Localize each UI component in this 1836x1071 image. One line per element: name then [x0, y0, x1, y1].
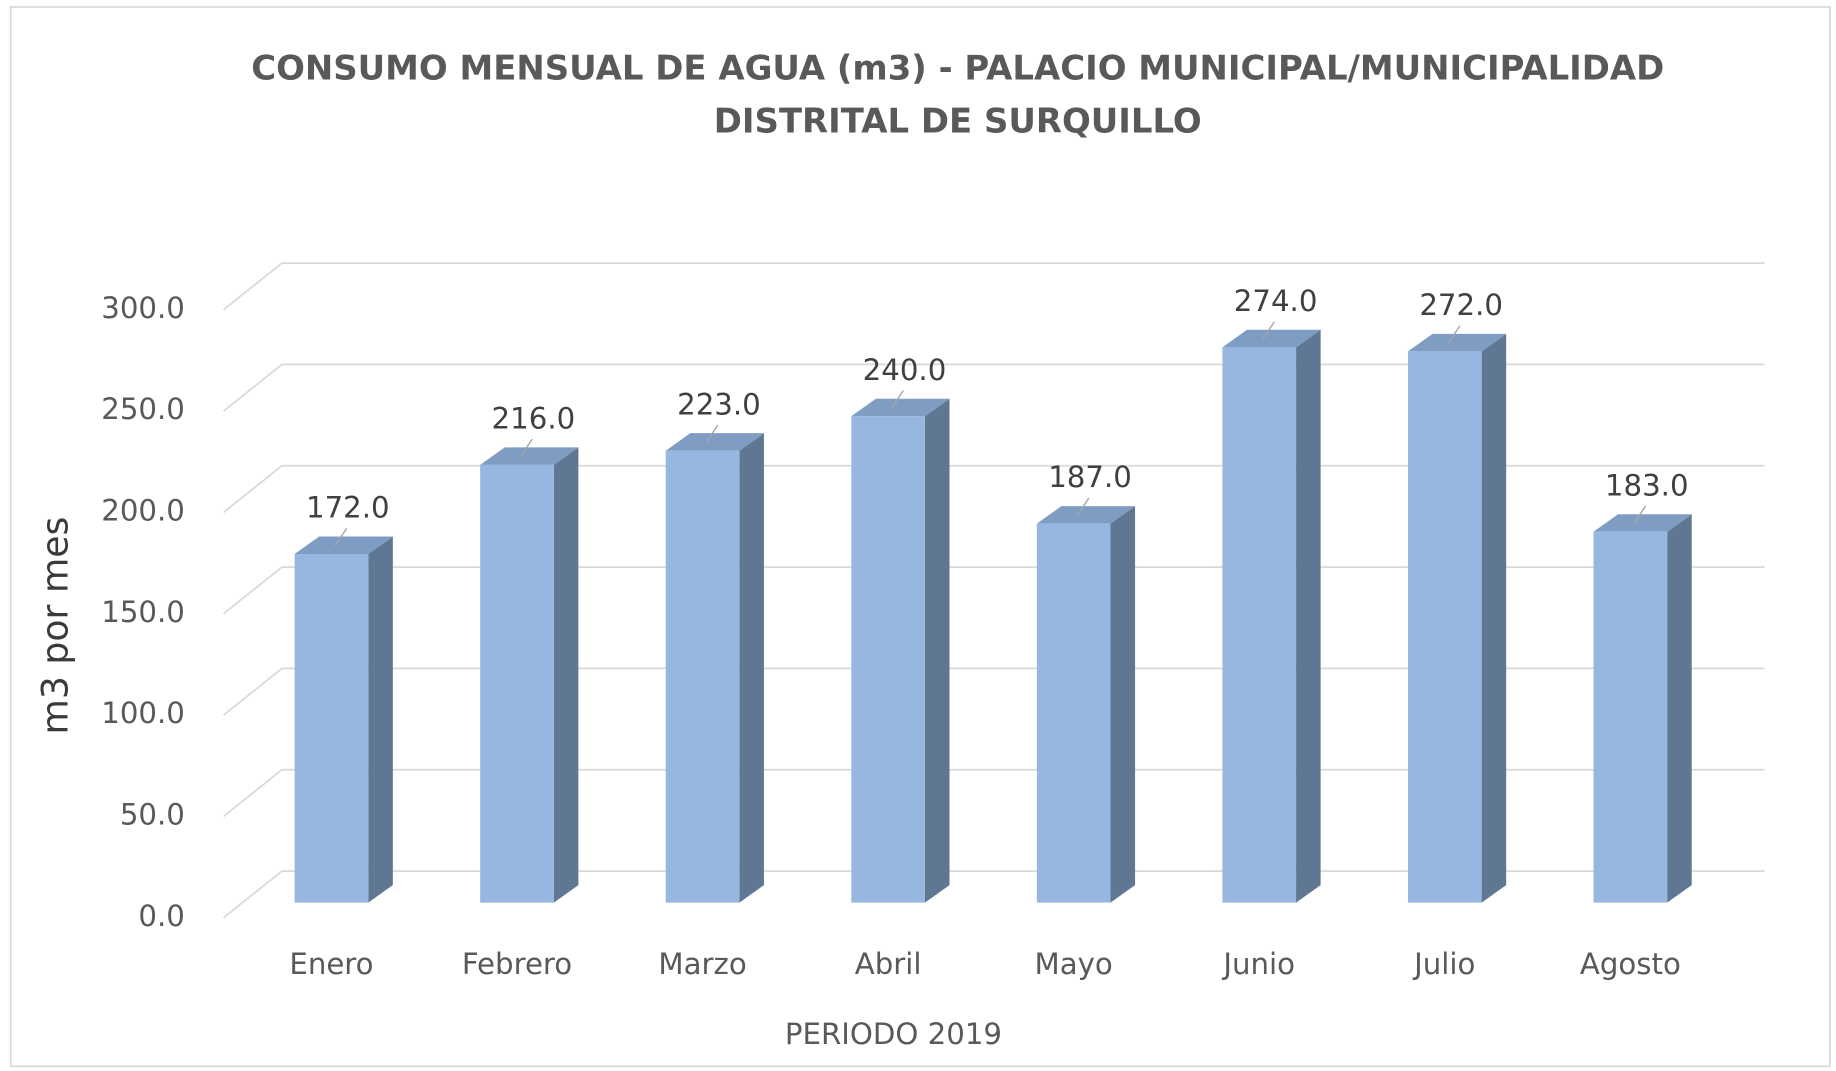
bar-top — [1593, 514, 1692, 532]
bar-side — [1667, 514, 1692, 903]
bar — [1593, 514, 1692, 903]
leader-line — [891, 390, 904, 409]
bar-top — [851, 398, 950, 417]
x-axis-label: PERIODO 2019 — [785, 1017, 1002, 1051]
bar — [851, 398, 950, 903]
bar-front — [480, 464, 554, 903]
grid-line — [222, 262, 1765, 311]
bar-top — [1222, 329, 1321, 348]
bar-side — [1296, 329, 1321, 903]
x-tick-label: Abril — [855, 947, 922, 981]
bar — [294, 536, 393, 903]
leader-line — [1447, 325, 1461, 344]
x-tick-label: Agosto — [1580, 947, 1681, 981]
value-label: 240.0 — [863, 353, 947, 387]
value-label: 187.0 — [1048, 460, 1132, 494]
leader-line — [1633, 505, 1647, 524]
bar-top — [665, 433, 764, 451]
y-tick-label: 300.0 — [101, 291, 185, 325]
bar — [480, 447, 579, 903]
leader-line — [1262, 321, 1276, 340]
y-tick-label: 150.0 — [101, 595, 185, 629]
chart-title: CONSUMO MENSUAL DE AGUA (m3) - PALACIO M… — [251, 49, 1664, 88]
bar-top — [1407, 333, 1507, 352]
bar-side — [1481, 333, 1507, 903]
y-axis-label: m3 por mes — [33, 517, 76, 735]
bar-side — [924, 398, 950, 903]
y-tick-label: 50.0 — [120, 798, 185, 832]
x-tick-label: Mayo — [1035, 947, 1113, 981]
bar — [1036, 506, 1136, 903]
y-tick-label: 100.0 — [101, 696, 185, 730]
value-label: 274.0 — [1234, 284, 1318, 318]
x-tick-label: Junio — [1221, 947, 1295, 981]
value-label: 216.0 — [492, 401, 576, 435]
x-tick-label: Enero — [289, 947, 373, 981]
leader-line — [334, 527, 348, 547]
bar-top — [1036, 506, 1136, 524]
bar-front — [294, 554, 369, 903]
y-tick-label: 0.0 — [138, 899, 184, 933]
leader-line — [705, 424, 719, 443]
bar-front — [851, 416, 925, 903]
value-label: 183.0 — [1605, 468, 1689, 502]
bar-top — [294, 536, 393, 555]
y-tick-label: 250.0 — [101, 392, 185, 426]
bar-front — [1407, 351, 1482, 903]
bar-front — [1593, 531, 1668, 903]
bar — [665, 433, 764, 903]
x-tick-label: Julio — [1412, 947, 1475, 981]
leader-line — [519, 438, 533, 458]
bar-side — [368, 536, 393, 903]
leader-line — [1076, 497, 1090, 516]
value-label: 272.0 — [1419, 288, 1503, 322]
bar — [1222, 329, 1321, 903]
bar-side — [739, 433, 764, 903]
bar-front — [1036, 523, 1111, 903]
y-tick-label: 200.0 — [101, 494, 185, 528]
bar-front — [1222, 347, 1297, 903]
bar-side — [553, 447, 579, 903]
value-label: 223.0 — [677, 387, 761, 421]
x-tick-label: Febrero — [462, 947, 572, 981]
x-tick-label: Marzo — [658, 947, 746, 981]
bar-top — [480, 447, 579, 465]
bar-front — [665, 450, 740, 903]
value-label: 172.0 — [306, 491, 390, 525]
bar — [1407, 333, 1507, 903]
chart-title: DISTRITAL DE SURQUILLO — [714, 101, 1202, 140]
bar-side — [1110, 506, 1136, 903]
